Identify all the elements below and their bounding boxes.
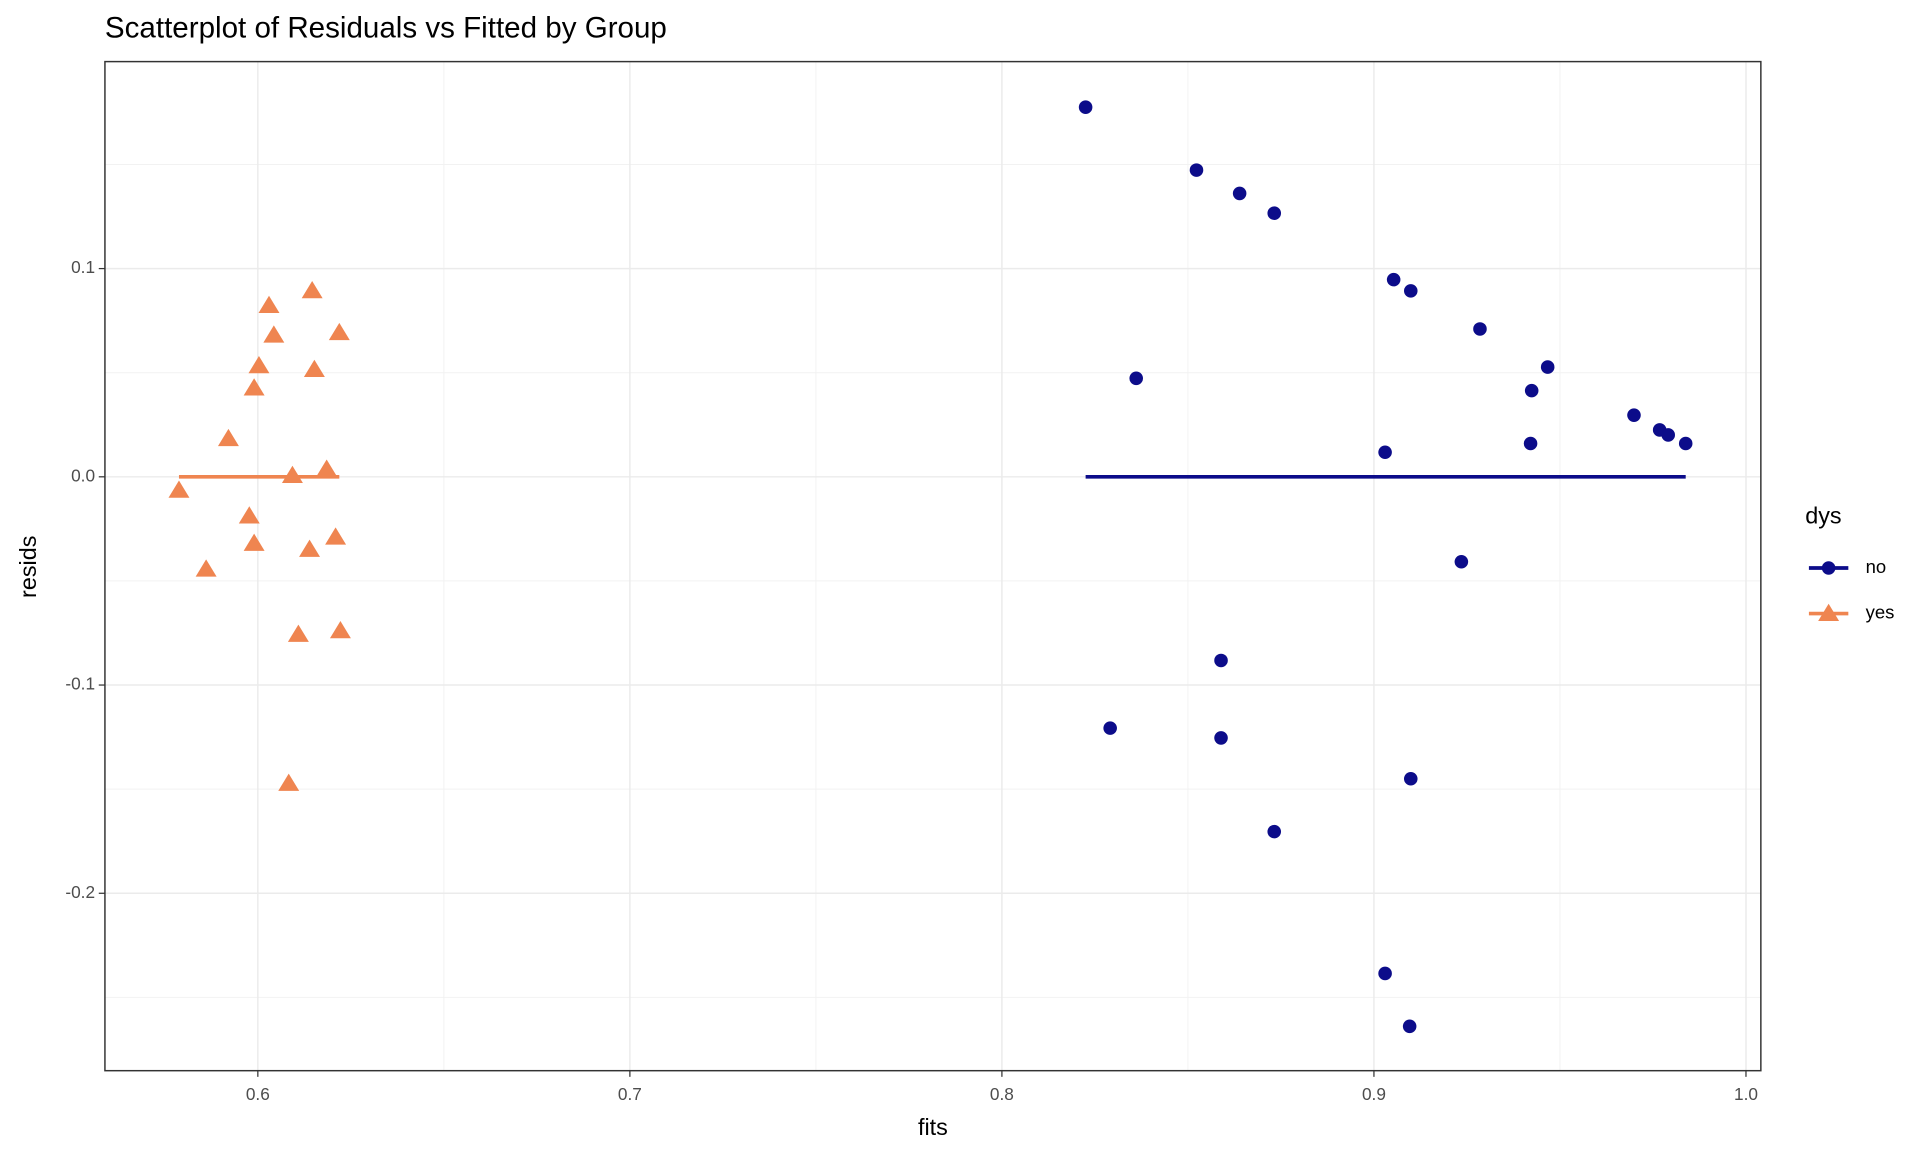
- point: [1661, 428, 1675, 442]
- y-tick-label: 0.0: [71, 465, 95, 485]
- point: [1540, 360, 1555, 374]
- legend-label: yes: [1866, 601, 1895, 622]
- point: [1214, 731, 1228, 745]
- triangle-point: [328, 322, 350, 341]
- x-tick-label: 0.8: [990, 1084, 1014, 1104]
- triangle-point: [238, 506, 260, 524]
- point: [1078, 100, 1093, 114]
- triangle-point: [195, 559, 217, 577]
- point: [1678, 436, 1693, 451]
- y-tick-label: -0.1: [65, 674, 95, 694]
- point: [1267, 206, 1282, 220]
- x-tick-label: 0.6: [246, 1084, 270, 1104]
- triangle-point: [243, 533, 265, 551]
- y-tick-label: -0.2: [65, 882, 95, 902]
- triangle-point: [325, 527, 347, 545]
- panel-border: [104, 60, 1762, 1072]
- triangle-point: [301, 281, 323, 299]
- point: [1378, 966, 1392, 981]
- point: [1402, 1019, 1417, 1034]
- legend-marker: [1818, 603, 1840, 621]
- x-tick-label: 0.7: [618, 1084, 642, 1104]
- point: [1454, 554, 1469, 569]
- triangle-point: [248, 355, 270, 374]
- y-tick-label: 0.1: [71, 257, 95, 277]
- point: [1129, 371, 1143, 386]
- point: [1403, 771, 1418, 786]
- point: [1627, 408, 1641, 422]
- point: [1189, 163, 1204, 177]
- triangle-point: [243, 378, 265, 396]
- point: [1473, 322, 1487, 336]
- triangle-point: [281, 465, 303, 483]
- point: [1524, 383, 1539, 398]
- triangle-point: [287, 624, 309, 642]
- point: [1103, 721, 1117, 735]
- point: [1386, 272, 1401, 287]
- triangle-point: [278, 773, 300, 791]
- triangle-point: [316, 459, 338, 477]
- triangle-point: [168, 480, 190, 498]
- legend-label: no: [1866, 556, 1887, 577]
- point: [1523, 436, 1538, 451]
- triangle-point: [329, 621, 351, 639]
- triangle-point: [263, 325, 285, 343]
- point: [1267, 824, 1282, 839]
- legend-title: dys: [1805, 503, 1841, 529]
- y-axis-label: resids: [15, 536, 41, 598]
- point: [1378, 445, 1392, 460]
- x-tick-label: 0.9: [1362, 1084, 1386, 1104]
- point: [1214, 653, 1228, 668]
- x-axis-label: fits: [918, 1114, 948, 1140]
- triangle-point: [217, 428, 239, 447]
- chart-title: Scatterplot of Residuals vs Fitted by Gr…: [105, 11, 667, 44]
- legend-marker: [1821, 561, 1836, 575]
- x-tick-label: 1.0: [1734, 1084, 1758, 1104]
- triangle-point: [258, 295, 280, 314]
- triangle-point: [303, 359, 325, 377]
- point: [1403, 284, 1418, 298]
- triangle-point: [299, 539, 321, 557]
- point: [1232, 186, 1247, 201]
